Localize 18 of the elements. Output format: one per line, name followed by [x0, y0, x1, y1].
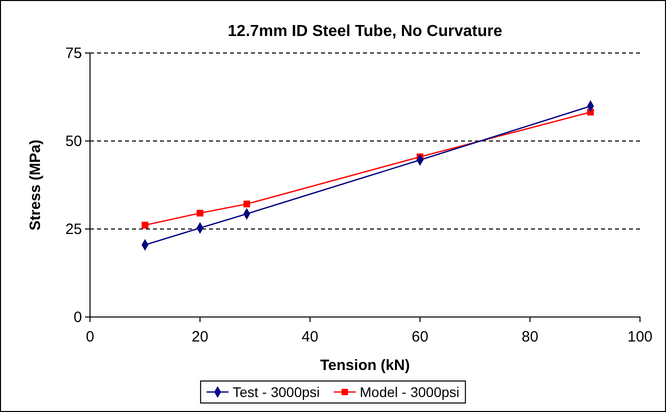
point — [142, 222, 148, 228]
x-tick-label: 60 — [412, 328, 428, 346]
x-tick-label: 0 — [86, 328, 94, 346]
x-tick-label: 40 — [302, 328, 318, 346]
y-tick-label: 25 — [65, 220, 82, 238]
legend-label: Test - 3000psi — [232, 384, 320, 400]
x-tick-label: 20 — [192, 328, 208, 346]
legend-label: Model - 3000psi — [360, 384, 460, 400]
y-tick-label: 0 — [74, 308, 82, 326]
point — [243, 200, 250, 208]
y-axis-title: Stress (MPa) — [27, 140, 44, 230]
point — [196, 210, 204, 217]
y-tick-label: 75 — [65, 44, 82, 62]
chart-title: 12.7mm ID Steel Tube, No Curvature — [228, 23, 502, 40]
y-tick-label: 50 — [65, 132, 82, 150]
x-axis-title: Tension (kN) — [320, 357, 410, 374]
x-tick-label: 80 — [522, 328, 538, 346]
x-tick-label: 100 — [627, 328, 653, 346]
